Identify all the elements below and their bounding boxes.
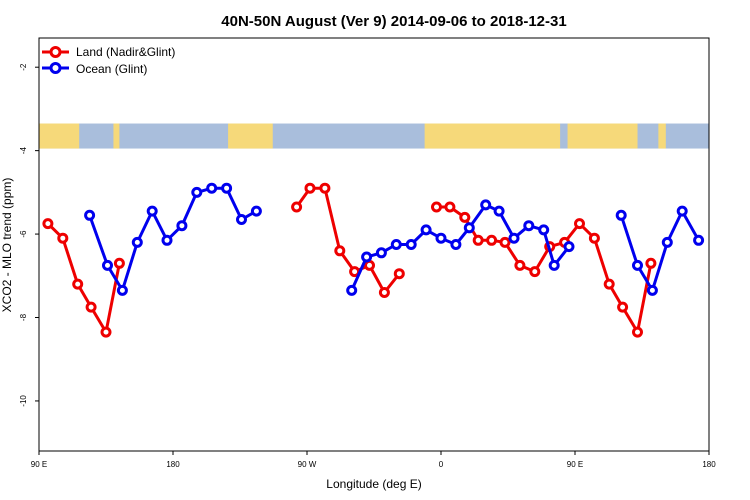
land-data-point <box>42 218 54 230</box>
land-data-point <box>617 301 629 313</box>
ocean-data-point <box>116 284 128 296</box>
land-data-point <box>291 201 303 213</box>
ocean-data-point <box>435 232 447 244</box>
land-data-point <box>57 232 69 244</box>
land-data-point <box>632 326 643 338</box>
series-layer <box>42 182 705 338</box>
ocean-data-point <box>346 284 358 296</box>
land-data-point <box>100 326 112 338</box>
plot-frame <box>38 37 710 452</box>
legend-ocean-label: Ocean (Glint) <box>76 62 147 76</box>
legend-land-label: Land (Nadir&Glint) <box>76 45 175 59</box>
ocean-data-point <box>523 220 535 232</box>
x-tick-label: 90 E <box>31 460 47 469</box>
x-tick-label: 180 <box>702 460 716 469</box>
map-land <box>228 123 273 149</box>
ocean-data-point <box>563 241 575 253</box>
ocean-data-point <box>661 236 673 248</box>
land-data-point <box>364 259 375 271</box>
ocean-data-point <box>390 239 402 250</box>
y-tick-label: -10 <box>19 395 28 407</box>
map-land <box>39 123 80 149</box>
ocean-data-point <box>480 199 492 211</box>
chart-title: 40N-50N August (Ver 9) 2014-09-06 to 201… <box>221 13 566 30</box>
y-tick-label: -6 <box>19 230 28 238</box>
ocean-data-point <box>420 224 432 236</box>
land-data-point <box>444 201 456 213</box>
land-data-point <box>486 234 498 246</box>
ocean-series-line <box>88 186 258 292</box>
land-data-point <box>459 211 471 223</box>
y-tick-label: -4 <box>19 147 28 155</box>
ocean-data-point <box>176 220 188 232</box>
land-series-line <box>295 186 401 294</box>
land-data-point <box>334 245 346 257</box>
land-data-point <box>85 301 97 313</box>
x-tick-label: 0 <box>439 460 444 469</box>
land-data-point <box>378 287 390 298</box>
map-land <box>658 123 666 149</box>
ocean-data-point <box>508 232 520 244</box>
land-data-point <box>514 259 526 271</box>
land-data-point <box>431 201 442 213</box>
ocean-data-point <box>693 234 705 246</box>
ocean-data-point <box>84 209 96 221</box>
land-data-point <box>393 268 405 280</box>
ocean-data-point <box>221 182 233 194</box>
ocean-data-point <box>236 214 247 225</box>
y-tick-label: -2 <box>19 63 28 71</box>
ocean-data-point <box>463 222 475 234</box>
y-tick-label: -8 <box>19 313 28 321</box>
x-tick-label: 90 E <box>567 460 583 469</box>
land-data-point <box>499 236 511 248</box>
legend: Land (Nadir&Glint) Ocean (Glint) <box>42 45 175 76</box>
ocean-data-point <box>538 224 550 236</box>
x-axis-label: Longitude (deg E) <box>326 477 421 491</box>
ocean-data-point <box>102 259 113 271</box>
ocean-series-line <box>619 209 700 292</box>
land-data-point <box>645 257 657 269</box>
ocean-data-point <box>450 239 462 250</box>
ocean-data-point <box>493 205 505 217</box>
ocean-data-point <box>646 284 658 296</box>
ocean-data-point <box>375 247 387 259</box>
land-data-point <box>113 257 125 269</box>
ocean-data-point <box>361 251 373 263</box>
ocean-data-point <box>146 205 158 217</box>
land-data-point <box>529 266 541 278</box>
legend-land-marker <box>49 46 62 58</box>
legend-ocean-marker <box>49 62 62 74</box>
ocean-data-point <box>548 259 560 271</box>
land-data-point <box>304 182 316 194</box>
ocean-data-point <box>206 182 218 194</box>
ocean-data-point <box>615 209 627 221</box>
land-data-point <box>319 182 331 194</box>
y-axis-label: XCO2 - MLO trend (ppm) <box>0 178 14 313</box>
ocean-data-point <box>250 205 262 217</box>
ocean-series-line <box>350 203 571 292</box>
land-data-point <box>588 232 600 244</box>
land-data-point <box>472 234 484 246</box>
x-tick-label: 180 <box>166 460 180 469</box>
map-land <box>567 123 638 149</box>
ocean-data-point <box>676 205 688 217</box>
land-data-point <box>603 278 615 290</box>
y-axis: -2 -4 -6 -8 -10 <box>19 63 39 407</box>
ocean-data-point <box>405 239 417 250</box>
x-tick-label: 90 W <box>298 460 317 469</box>
x-axis: 90 E 180 90 W 0 90 E 180 <box>31 451 716 469</box>
land-data-point <box>574 218 585 230</box>
ocean-data-point <box>161 234 173 246</box>
map-land <box>424 123 561 149</box>
map-strip <box>39 123 709 149</box>
land-data-point <box>72 278 84 290</box>
ocean-data-point <box>131 236 143 248</box>
map-land <box>113 123 120 149</box>
ocean-data-point <box>191 186 203 198</box>
ocean-data-point <box>632 259 643 271</box>
